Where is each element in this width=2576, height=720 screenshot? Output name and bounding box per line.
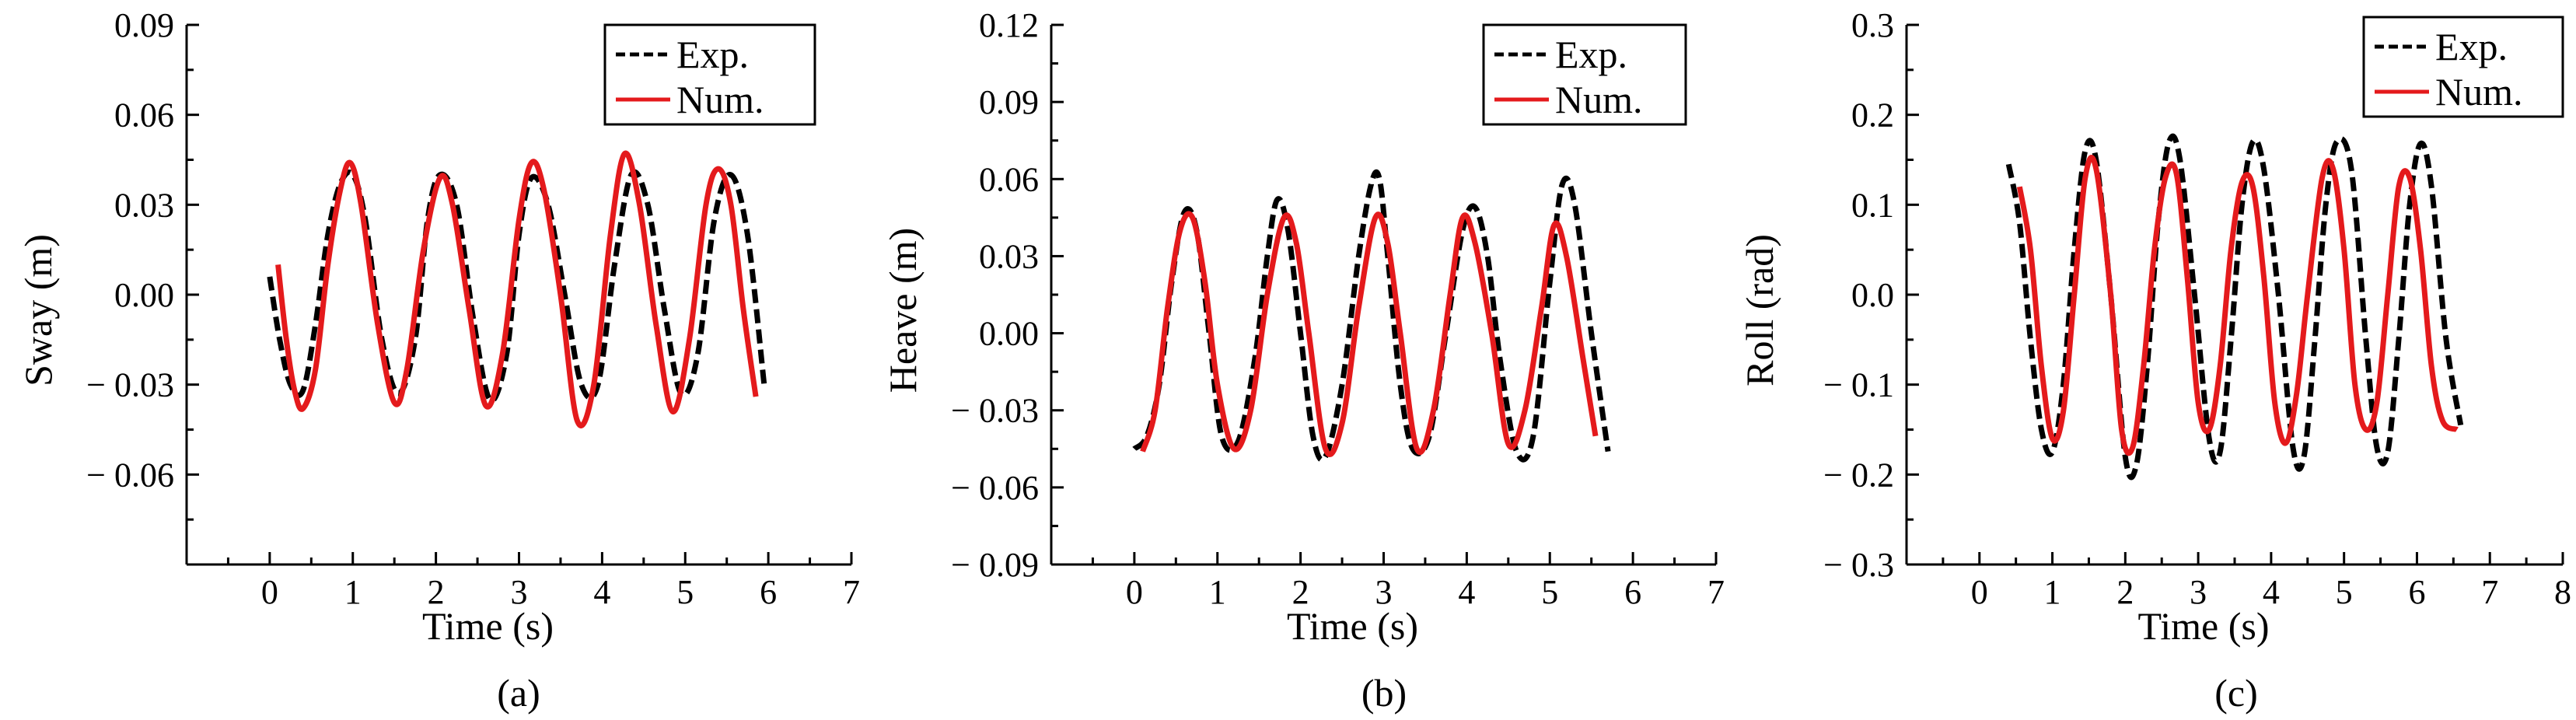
y-axis-label: Sway (m) <box>16 234 60 386</box>
x-axis-label: Time (s) <box>422 604 554 648</box>
series-line-num <box>275 150 759 428</box>
panel-label: (b) <box>1361 671 1407 715</box>
y-tick-label: − 0.09 <box>951 546 1039 584</box>
y-tick-label: − 0.1 <box>1823 366 1894 404</box>
x-tick-label: 1 <box>1209 573 1226 611</box>
x-tick-label: 4 <box>1458 573 1475 611</box>
legend-label: Exp. <box>1555 33 1627 76</box>
x-tick-label: 7 <box>1707 573 1725 611</box>
x-tick-label: 1 <box>2044 573 2061 611</box>
y-tick-label: 0.00 <box>114 276 174 314</box>
x-tick-label: 7 <box>843 573 860 611</box>
legend-label: Num. <box>2435 70 2523 114</box>
x-tick-label: 4 <box>593 573 610 611</box>
x-tick-label: 7 <box>2481 573 2498 611</box>
y-tick-label: 0.12 <box>979 6 1039 44</box>
x-tick-label: 6 <box>1624 573 1641 611</box>
series-line-num <box>2016 155 2459 456</box>
y-tick-label: 0.06 <box>979 160 1039 198</box>
chart-panel-3: − 0.3 − 0.2 − 0.1 0.0 0.1 0.2 0.3 0 1 2 3 4 5 6 7 8 Time… <box>1738 6 2571 715</box>
y-axis-label: Roll (rad) <box>1738 234 1781 386</box>
y-tick-label: − 0.3 <box>1823 546 1894 584</box>
chart-panel-2: − 0.09 − 0.06 − 0.03 0.00 0.03 0.06 0.09 0.12 0 1… <box>881 6 1725 715</box>
x-tick-label: 0 <box>261 573 278 611</box>
x-tick-label: 4 <box>2263 573 2280 611</box>
x-tick-label: 6 <box>760 573 777 611</box>
y-tick-label: 0.0 <box>1851 276 1894 314</box>
x-tick-label: 5 <box>1541 573 1558 611</box>
y-tick-label: 0.2 <box>1851 96 1894 135</box>
legend: Exp.Num. <box>2362 16 2564 118</box>
legend-label: Exp. <box>2435 25 2508 68</box>
x-tick-label: 8 <box>2554 573 2571 611</box>
y-tick-label: 0.09 <box>979 83 1039 121</box>
x-tick-label: 6 <box>2408 573 2425 611</box>
x-tick-label: 5 <box>2336 573 2353 611</box>
legend-box <box>1482 23 1687 126</box>
series-line-exp <box>267 169 767 404</box>
legend: Exp.Num. <box>1482 23 1687 126</box>
y-tick-label: − 0.03 <box>951 392 1039 430</box>
legend-box <box>2362 16 2564 118</box>
y-tick-label: 0.06 <box>114 96 174 135</box>
x-tick-label: 2 <box>428 573 445 611</box>
x-tick-label: 0 <box>1971 573 1988 611</box>
legend-box <box>603 23 816 126</box>
series-line-exp <box>1132 169 1611 463</box>
y-tick-label: 0.1 <box>1851 186 1894 224</box>
panel-label: (c) <box>2214 671 2258 715</box>
x-tick-label: 5 <box>676 573 694 611</box>
x-tick-label: 1 <box>344 573 362 611</box>
x-tick-label: 2 <box>1292 573 1309 611</box>
legend-label: Num. <box>1555 78 1643 121</box>
y-axis-label: Heave (m) <box>881 228 924 393</box>
y-tick-label: 0.03 <box>979 237 1039 275</box>
y-tick-label: 0.03 <box>114 186 174 224</box>
y-tick-label: 0.00 <box>979 315 1039 353</box>
series-line-num <box>1140 211 1599 457</box>
y-tick-label: 0.09 <box>114 6 174 44</box>
panel-label: (a) <box>497 671 540 715</box>
y-tick-label: − 0.06 <box>951 469 1039 507</box>
legend-label: Num. <box>676 78 764 121</box>
x-tick-label: 3 <box>2190 573 2207 611</box>
x-tick-label: 3 <box>1375 573 1393 611</box>
legend: Exp.Num. <box>603 23 816 126</box>
y-tick-label: 0.3 <box>1851 6 1894 44</box>
y-tick-label: − 0.03 <box>86 366 174 404</box>
y-tick-label: − 0.06 <box>86 456 174 494</box>
chart-panel-1: − 0.06 − 0.03 0.00 0.03 0.06 0.09 0 1 2 3 4 5 6 7 Time… <box>16 6 860 715</box>
x-axis-label: Time (s) <box>2137 604 2269 648</box>
legend-label: Exp. <box>676 33 749 76</box>
x-tick-label: 3 <box>511 573 528 611</box>
x-tick-label: 0 <box>1126 573 1143 611</box>
x-tick-label: 2 <box>2116 573 2134 611</box>
y-tick-label: − 0.2 <box>1823 456 1894 494</box>
x-axis-label: Time (s) <box>1287 604 1418 648</box>
series-line-exp <box>2005 133 2464 481</box>
